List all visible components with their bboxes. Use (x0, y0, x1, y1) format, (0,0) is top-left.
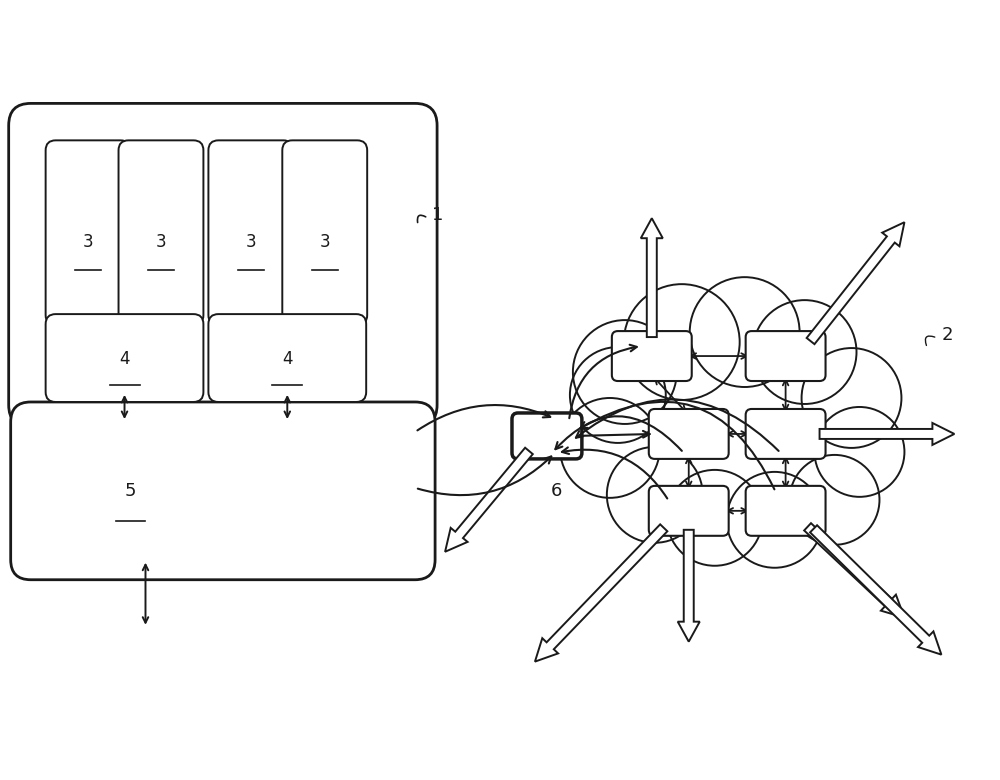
Polygon shape (535, 524, 667, 661)
Circle shape (802, 348, 901, 448)
FancyBboxPatch shape (46, 140, 131, 325)
Text: 3: 3 (246, 233, 256, 251)
Text: 4: 4 (119, 349, 130, 367)
Text: 3: 3 (83, 233, 93, 251)
FancyBboxPatch shape (649, 486, 729, 536)
FancyBboxPatch shape (208, 314, 366, 402)
FancyBboxPatch shape (649, 409, 729, 459)
Polygon shape (445, 448, 533, 551)
Circle shape (607, 447, 703, 543)
Circle shape (560, 398, 660, 498)
Polygon shape (678, 530, 700, 642)
Text: 1: 1 (432, 206, 443, 224)
Circle shape (624, 284, 740, 400)
FancyBboxPatch shape (282, 140, 367, 325)
Text: 3: 3 (156, 233, 166, 251)
Text: 5: 5 (125, 482, 136, 500)
Polygon shape (807, 222, 904, 344)
Circle shape (570, 347, 666, 443)
FancyBboxPatch shape (9, 104, 437, 427)
Text: 3: 3 (319, 233, 330, 251)
FancyBboxPatch shape (746, 331, 826, 381)
Circle shape (667, 470, 763, 566)
Circle shape (573, 320, 677, 424)
FancyBboxPatch shape (11, 402, 435, 580)
FancyBboxPatch shape (46, 314, 203, 402)
Circle shape (815, 407, 904, 497)
Polygon shape (820, 423, 954, 445)
Polygon shape (810, 525, 941, 654)
FancyBboxPatch shape (512, 413, 582, 459)
Text: 6: 6 (551, 482, 563, 500)
FancyBboxPatch shape (612, 331, 692, 381)
Polygon shape (804, 523, 904, 618)
Circle shape (753, 300, 857, 404)
Circle shape (690, 277, 800, 387)
Circle shape (727, 472, 823, 568)
FancyBboxPatch shape (746, 486, 826, 536)
FancyBboxPatch shape (208, 140, 293, 325)
FancyBboxPatch shape (119, 140, 203, 325)
Text: 4: 4 (282, 349, 293, 367)
Polygon shape (641, 218, 663, 337)
Text: 2: 2 (941, 326, 953, 344)
Circle shape (790, 455, 879, 544)
FancyBboxPatch shape (746, 409, 826, 459)
